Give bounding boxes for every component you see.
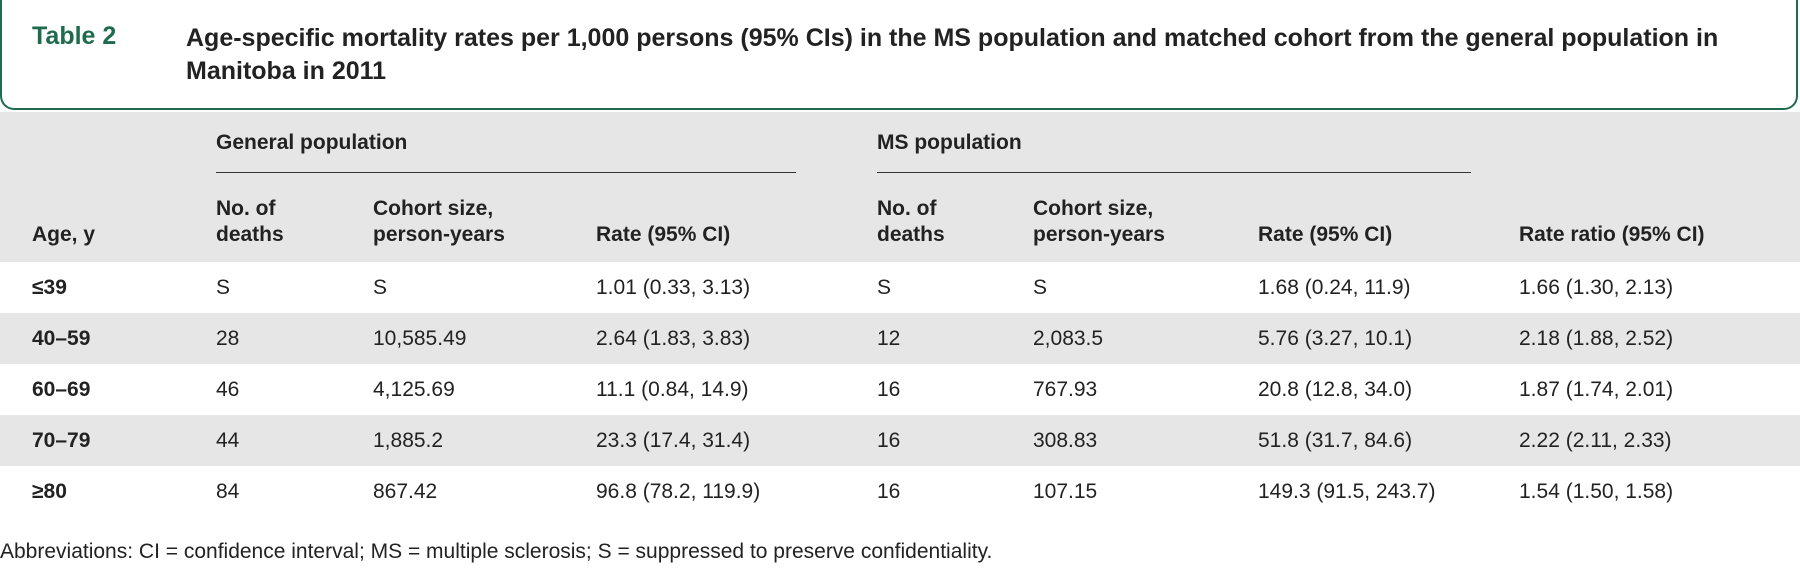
- cell-ms-cohort: 767.93: [1033, 378, 1098, 401]
- table-footnote: Abbreviations: CI = confidence interval;…: [0, 540, 993, 563]
- cell-ms-cohort: 2,083.5: [1033, 327, 1104, 350]
- table-row: 40–59 28 10,585.49 2.64 (1.83, 3.83) 12 …: [0, 313, 1800, 364]
- cell-ms-deaths: 16: [877, 378, 901, 401]
- cell-age: ≤39: [32, 276, 67, 299]
- cell-ms-deaths: 16: [877, 480, 901, 503]
- cell-ms-rate: 5.76 (3.27, 10.1): [1258, 327, 1413, 350]
- cell-rate-ratio: 2.22 (2.11, 2.33): [1519, 429, 1672, 452]
- col-gen-rate: Rate (95% CI): [596, 223, 731, 246]
- group-ms-population: MS population: [877, 131, 1022, 154]
- cell-ms-deaths: 16: [877, 429, 901, 452]
- table-caption: Age-specific mortality rates per 1,000 p…: [186, 24, 1719, 85]
- cell-gen-cohort: 867.42: [373, 480, 438, 503]
- cell-rate-ratio: 1.87 (1.74, 2.01): [1519, 378, 1674, 401]
- cell-rate-ratio: 1.54 (1.50, 1.58): [1519, 480, 1674, 503]
- table-row: ≤39 S S 1.01 (0.33, 3.13) S S 1.68 (0.24…: [0, 262, 1800, 313]
- col-ms-deaths: No. of deaths: [877, 197, 945, 246]
- cell-gen-cohort: S: [373, 276, 388, 299]
- cell-ms-deaths: S: [877, 276, 892, 299]
- cell-gen-deaths: S: [216, 276, 231, 299]
- cell-ms-deaths: 12: [877, 327, 901, 350]
- cell-rate-ratio: 1.66 (1.30, 2.13): [1519, 276, 1674, 299]
- cell-ms-rate: 51.8 (31.7, 84.6): [1258, 429, 1413, 452]
- cell-age: 60–69: [32, 378, 91, 401]
- group-ms-rule: [877, 172, 1471, 173]
- col-ms-rate: Rate (95% CI): [1258, 223, 1393, 246]
- cell-gen-rate: 2.64 (1.83, 3.83): [596, 327, 751, 350]
- cell-gen-rate: 23.3 (17.4, 31.4): [596, 429, 751, 452]
- cell-ms-rate: 149.3 (91.5, 243.7): [1258, 480, 1436, 503]
- cell-gen-rate: 96.8 (78.2, 119.9): [596, 480, 761, 503]
- cell-gen-deaths: 46: [216, 378, 240, 401]
- table-title-box: Table 2 Age-specific mortality rates per…: [0, 0, 1798, 110]
- cell-age: 70–79: [32, 429, 91, 452]
- cell-gen-deaths: 84: [216, 480, 240, 503]
- cell-gen-cohort: 1,885.2: [373, 429, 444, 452]
- col-age: Age, y: [32, 223, 96, 246]
- cell-gen-rate: 1.01 (0.33, 3.13): [596, 276, 751, 299]
- group-general-rule: [216, 172, 796, 173]
- group-general-population: General population: [216, 131, 408, 154]
- cell-ms-rate: 20.8 (12.8, 34.0): [1258, 378, 1413, 401]
- cell-ms-cohort: 107.15: [1033, 480, 1098, 503]
- cell-ms-rate: 1.68 (0.24, 11.9): [1258, 276, 1411, 299]
- table-row: 70–79 44 1,885.2 23.3 (17.4, 31.4) 16 30…: [0, 415, 1800, 466]
- cell-gen-deaths: 28: [216, 327, 240, 350]
- cell-ms-cohort: S: [1033, 276, 1048, 299]
- col-gen-cohort: Cohort size, person-years: [373, 197, 505, 246]
- cell-gen-rate: 11.1 (0.84, 14.9): [596, 378, 749, 401]
- col-rate-ratio: Rate ratio (95% CI): [1519, 223, 1705, 246]
- table-row: ≥80 84 867.42 96.8 (78.2, 119.9) 16 107.…: [0, 466, 1800, 517]
- cell-rate-ratio: 2.18 (1.88, 2.52): [1519, 327, 1674, 350]
- table-row: 60–69 46 4,125.69 11.1 (0.84, 14.9) 16 7…: [0, 364, 1800, 415]
- col-gen-deaths: No. of deaths: [216, 197, 284, 246]
- table-header: General population MS population Age, y …: [0, 112, 1800, 262]
- cell-ms-cohort: 308.83: [1033, 429, 1098, 452]
- table-number: Table 2: [32, 22, 117, 50]
- col-ms-cohort: Cohort size, person-years: [1033, 197, 1165, 246]
- cell-gen-deaths: 44: [216, 429, 240, 452]
- cell-age: ≥80: [32, 480, 67, 503]
- mortality-table: General population MS population Age, y …: [0, 112, 1800, 520]
- cell-gen-cohort: 4,125.69: [373, 378, 455, 401]
- cell-age: 40–59: [32, 327, 91, 350]
- cell-gen-cohort: 10,585.49: [373, 327, 467, 350]
